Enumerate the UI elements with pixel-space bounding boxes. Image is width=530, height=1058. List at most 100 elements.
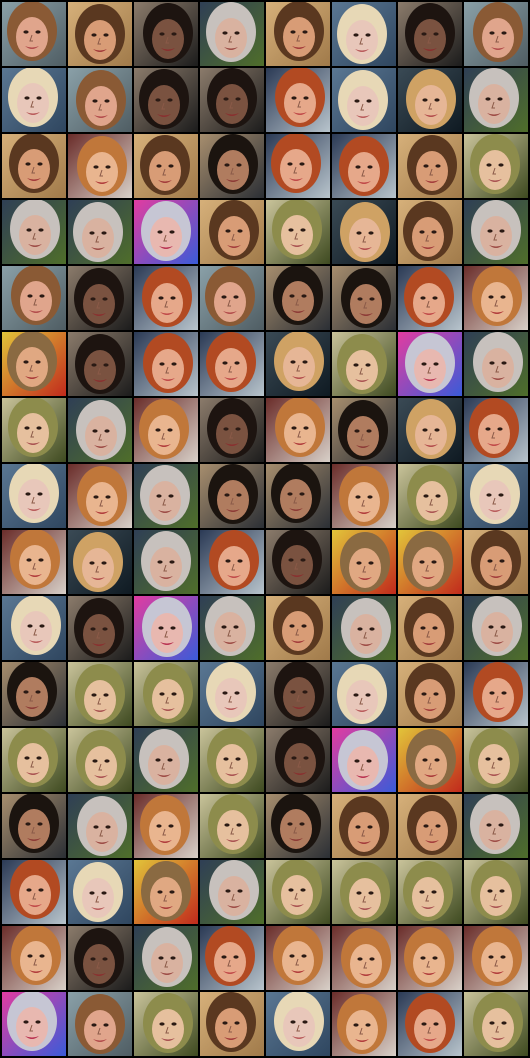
- face-thumbnail: [134, 860, 198, 924]
- face-thumbnail: [2, 596, 66, 660]
- face-thumbnail: [266, 926, 330, 990]
- face-thumbnail: [398, 464, 462, 528]
- face-thumbnail: [68, 596, 132, 660]
- face-thumbnail: [2, 68, 66, 132]
- face-thumbnail: [464, 992, 528, 1056]
- face-thumbnail: [398, 134, 462, 198]
- face-thumbnail: [68, 398, 132, 462]
- face-thumbnail: [464, 68, 528, 132]
- face-thumbnail: [68, 728, 132, 792]
- face-thumbnail: [68, 992, 132, 1056]
- face-thumbnail: [398, 794, 462, 858]
- face-thumbnail: [200, 200, 264, 264]
- face-thumbnail: [332, 2, 396, 66]
- face-thumbnail: [2, 398, 66, 462]
- face-thumbnail: [266, 134, 330, 198]
- face-thumbnail: [2, 662, 66, 726]
- face-thumbnail: [332, 860, 396, 924]
- face-thumbnail: [464, 134, 528, 198]
- face-thumbnail: [398, 662, 462, 726]
- face-thumbnail: [332, 68, 396, 132]
- face-thumbnail: [266, 860, 330, 924]
- face-thumbnail: [200, 68, 264, 132]
- face-thumbnail: [2, 332, 66, 396]
- face-thumbnail: [398, 992, 462, 1056]
- face-thumbnail: [266, 530, 330, 594]
- face-thumbnail: [2, 200, 66, 264]
- face-thumbnail: [134, 728, 198, 792]
- face-thumbnail: [200, 662, 264, 726]
- face-thumbnail: [2, 860, 66, 924]
- face-thumbnail: [464, 926, 528, 990]
- face-thumbnail: [464, 332, 528, 396]
- face-thumbnail: [266, 332, 330, 396]
- face-thumbnail: [332, 992, 396, 1056]
- face-thumbnail: [464, 530, 528, 594]
- face-thumbnail: [2, 530, 66, 594]
- face-thumbnail: [68, 266, 132, 330]
- face-thumbnail: [134, 134, 198, 198]
- face-thumbnail: [332, 200, 396, 264]
- face-thumbnail: [266, 596, 330, 660]
- face-thumbnail: [200, 464, 264, 528]
- face-thumbnail: [68, 68, 132, 132]
- face-thumbnail: [200, 860, 264, 924]
- face-thumbnail: [464, 596, 528, 660]
- face-thumbnail: [332, 134, 396, 198]
- face-thumbnail: [266, 992, 330, 1056]
- face-thumbnail: [266, 728, 330, 792]
- face-thumbnail: [266, 266, 330, 330]
- face-thumbnail: [266, 68, 330, 132]
- face-thumbnail: [332, 530, 396, 594]
- face-thumbnail: [398, 2, 462, 66]
- face-thumbnail: [464, 662, 528, 726]
- face-thumbnail: [134, 266, 198, 330]
- face-thumbnail: [464, 728, 528, 792]
- face-thumbnail: [134, 992, 198, 1056]
- face-thumbnail: [68, 530, 132, 594]
- face-thumbnail: [68, 2, 132, 66]
- face-thumbnail: [200, 530, 264, 594]
- face-thumbnail: [398, 200, 462, 264]
- face-thumbnail: [68, 926, 132, 990]
- face-thumbnail: [464, 398, 528, 462]
- face-thumbnail: [398, 266, 462, 330]
- face-thumbnail: [332, 464, 396, 528]
- face-thumbnail: [332, 794, 396, 858]
- face-thumbnail: [68, 332, 132, 396]
- face-thumbnail: [2, 266, 66, 330]
- face-thumbnail: [2, 134, 66, 198]
- face-thumbnail: [464, 200, 528, 264]
- face-thumbnail: [134, 530, 198, 594]
- face-thumbnail: [134, 200, 198, 264]
- face-thumbnail: [398, 860, 462, 924]
- face-thumbnail: [134, 2, 198, 66]
- face-thumbnail: [68, 134, 132, 198]
- face-thumbnail: [464, 266, 528, 330]
- face-thumbnail: [200, 992, 264, 1056]
- face-thumbnail: [134, 662, 198, 726]
- face-thumbnail: [200, 926, 264, 990]
- face-thumbnail: [68, 662, 132, 726]
- face-thumbnail: [266, 398, 330, 462]
- face-thumbnail: [134, 398, 198, 462]
- face-thumbnail: [68, 200, 132, 264]
- face-thumbnail: [200, 2, 264, 66]
- face-thumbnail: [134, 332, 198, 396]
- face-thumbnail: [266, 794, 330, 858]
- face-thumbnail: [464, 464, 528, 528]
- face-thumbnail: [398, 530, 462, 594]
- face-thumbnail: [464, 794, 528, 858]
- face-thumbnail: [68, 464, 132, 528]
- face-thumbnail: [332, 332, 396, 396]
- face-thumbnail: [134, 926, 198, 990]
- face-thumbnail: [266, 662, 330, 726]
- face-thumbnail: [398, 332, 462, 396]
- face-thumbnail: [464, 860, 528, 924]
- face-thumbnail: [332, 398, 396, 462]
- face-thumbnail: [2, 926, 66, 990]
- face-thumbnail: [398, 68, 462, 132]
- face-thumbnail: [266, 464, 330, 528]
- face-thumbnail: [68, 794, 132, 858]
